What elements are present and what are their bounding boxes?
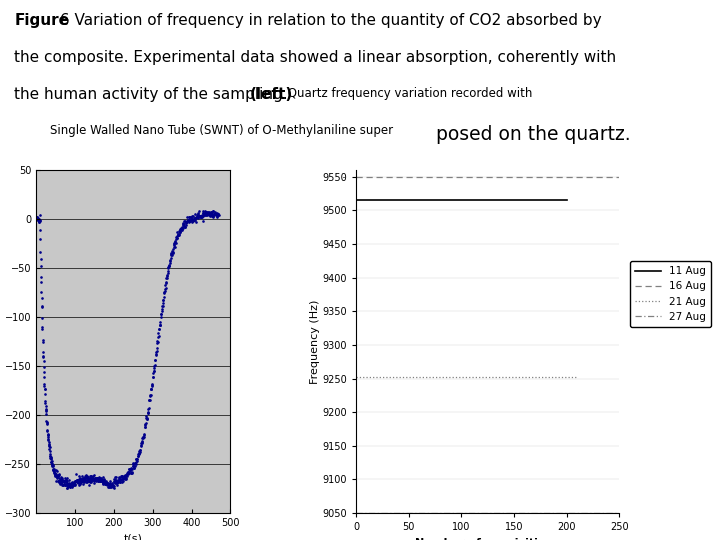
Text: Single Walled Nano Tube (SWNT) of O-Methylaniline super: Single Walled Nano Tube (SWNT) of O-Meth… bbox=[50, 124, 394, 137]
Text: Figure: Figure bbox=[14, 14, 69, 29]
11 Aug bbox=[562, 197, 571, 203]
Text: Quartz frequency variation recorded with: Quartz frequency variation recorded with bbox=[284, 87, 533, 100]
Text: the human activity of the sampling.: the human activity of the sampling. bbox=[14, 87, 298, 102]
X-axis label: t(s): t(s) bbox=[124, 534, 143, 540]
X-axis label: Number of acquisitions: Number of acquisitions bbox=[415, 538, 560, 540]
Text: 6 Variation of frequency in relation to the quantity of CO2 absorbed by: 6 Variation of frequency in relation to … bbox=[55, 14, 601, 29]
Y-axis label: Frequency (Hz): Frequency (Hz) bbox=[310, 299, 320, 384]
11 Aug bbox=[352, 197, 361, 203]
Text: posed on the quartz.: posed on the quartz. bbox=[436, 125, 630, 145]
Text: .: . bbox=[342, 168, 346, 181]
Text: (left): (left) bbox=[250, 87, 293, 102]
Legend: 11 Aug, 16 Aug, 21 Aug, 27 Aug: 11 Aug, 16 Aug, 21 Aug, 27 Aug bbox=[630, 261, 711, 327]
Text: the composite. Experimental data showed a linear absorption, coherently with: the composite. Experimental data showed … bbox=[14, 50, 616, 65]
Y-axis label: Δf: Δf bbox=[0, 336, 1, 347]
